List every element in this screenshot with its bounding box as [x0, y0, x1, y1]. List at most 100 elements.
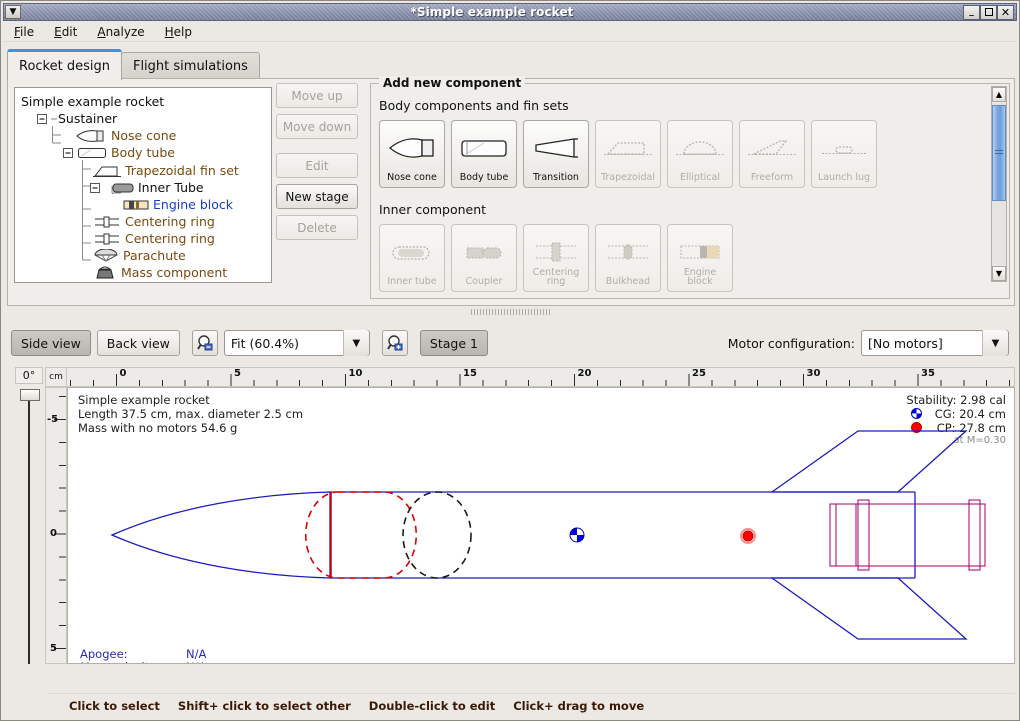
- palette-elliptical[interactable]: Elliptical: [667, 120, 733, 188]
- new-stage-button[interactable]: New stage: [276, 184, 358, 209]
- palette-nose-cone[interactable]: Nose cone: [379, 120, 445, 188]
- component-tree[interactable]: Simple example rocket Sustainer Nose con…: [14, 87, 272, 283]
- palette-trapezoidal-label: Trapezoidal: [601, 172, 655, 184]
- apogee-value: N/A: [186, 647, 207, 661]
- back-view-button[interactable]: Back view: [96, 330, 180, 356]
- max-velocity-label: Max. velocity:: [80, 660, 159, 663]
- split-pane-divider[interactable]: [471, 309, 551, 315]
- cp-marker-icon: [911, 422, 922, 433]
- figure-toolbar: Side view Back view Fit (60.4%) ▼: [11, 330, 488, 356]
- body-component-palette: Nose cone Body tube: [379, 120, 877, 188]
- figure-info-line-2: Length 37.5 cm, max. diameter 2.5 cm: [78, 407, 304, 421]
- menu-analyze[interactable]: Analyze: [97, 24, 145, 39]
- tab-flight-simulations[interactable]: Flight simulations: [120, 52, 260, 80]
- palette-engine-block-label-2: block: [687, 276, 713, 288]
- move-down-button[interactable]: Move down: [276, 114, 358, 139]
- launch-lug-icon: [812, 129, 876, 167]
- tree-node-inner-tube[interactable]: Inner Tube: [90, 179, 204, 195]
- zoom-in-button[interactable]: [381, 330, 408, 356]
- move-up-button[interactable]: Move up: [276, 83, 358, 108]
- tree-node-nose-cone[interactable]: Nose cone: [75, 127, 176, 143]
- max-velocity-value: N/A: [186, 660, 206, 663]
- tree-node-trapezoidal-fin-set[interactable]: Trapezoidal fin set: [93, 162, 239, 178]
- tree-node-centering-ring-2[interactable]: Centering ring: [93, 230, 215, 246]
- close-icon[interactable]: ✕: [997, 4, 1014, 20]
- rotation-slider-thumb[interactable]: [20, 389, 40, 401]
- expander-minus-icon[interactable]: [37, 113, 47, 124]
- chevron-down-icon[interactable]: ▼: [342, 330, 369, 356]
- palette-body-tube-label: Body tube: [459, 172, 509, 184]
- tree-label-engine-block: Engine block: [153, 197, 233, 212]
- tree-root-label: Simple example rocket: [21, 94, 165, 109]
- palette-trapezoidal[interactable]: Trapezoidal: [595, 120, 661, 188]
- scroll-down-icon[interactable]: ▼: [992, 266, 1006, 281]
- menu-bar: File Edit Analyze Help: [3, 22, 1017, 42]
- scroll-up-icon[interactable]: ▲: [992, 87, 1006, 102]
- status-bar: Click to select Shift+ click to select o…: [47, 693, 1015, 717]
- palette-coupler[interactable]: Coupler: [451, 224, 517, 292]
- scrollbar-thumb[interactable]: [992, 105, 1006, 201]
- zoom-level-combo[interactable]: Fit (60.4%) ▼: [223, 330, 370, 356]
- palette-transition[interactable]: Transition: [523, 120, 589, 188]
- maximize-icon[interactable]: [980, 4, 997, 20]
- tab-rocket-design-label: Rocket design: [19, 58, 110, 74]
- palette-inner-tube[interactable]: Inner tube: [379, 224, 445, 292]
- stage-icon: [51, 114, 57, 124]
- tree-node-root[interactable]: Simple example rocket: [21, 93, 164, 109]
- palette-engine-block[interactable]: Engine block: [667, 224, 733, 292]
- status-click-drag: Click+ drag to move: [513, 698, 645, 713]
- ruler-label-10: 10: [348, 368, 363, 379]
- menu-file[interactable]: File: [14, 24, 35, 39]
- move-down-label: Move down: [282, 119, 352, 134]
- palette-freeform[interactable]: Freeform: [739, 120, 805, 188]
- minimize-icon[interactable]: _: [963, 4, 980, 20]
- chevron-down-icon[interactable]: ▼: [982, 330, 1008, 356]
- palette-launch-lug[interactable]: Launch lug: [811, 120, 877, 188]
- coupler-icon: [452, 233, 516, 271]
- tree-node-parachute[interactable]: Parachute: [93, 247, 186, 263]
- palette-bulkhead-label: Bulkhead: [605, 276, 651, 288]
- rotation-slider-track[interactable]: [28, 397, 30, 664]
- motor-configuration-combo[interactable]: [No motors] ▼: [861, 330, 1009, 356]
- tab-rocket-design[interactable]: Rocket design: [7, 49, 122, 80]
- menu-edit[interactable]: Edit: [54, 24, 78, 39]
- palette-body-tube[interactable]: Body tube: [451, 120, 517, 188]
- component-panel-scrollbar[interactable]: ▲ ▼: [991, 86, 1007, 282]
- scrollbar-track[interactable]: [992, 103, 1006, 265]
- expander-minus-icon[interactable]: [90, 182, 100, 193]
- edit-button[interactable]: Edit: [276, 153, 358, 178]
- stage-1-button[interactable]: Stage 1: [419, 330, 488, 356]
- trapezoidal-icon: [596, 129, 660, 167]
- palette-nose-cone-label: Nose cone: [387, 172, 437, 184]
- palette-centering-ring-label-1: Centering: [532, 267, 580, 279]
- rotation-angle-label: 0°: [15, 367, 43, 384]
- window-menu-icon[interactable]: ▼: [5, 5, 21, 19]
- tree-node-engine-block[interactable]: Engine block: [123, 196, 233, 212]
- palette-centering-ring[interactable]: Centering ring: [523, 224, 589, 292]
- stability-value: Stability: 2.98 cal: [906, 393, 1006, 407]
- scrollbar-grip-icon: [995, 150, 1003, 156]
- menu-help[interactable]: Help: [164, 24, 193, 39]
- rocket-drawing[interactable]: [68, 388, 1015, 664]
- ruler-label-30: 30: [806, 368, 821, 379]
- zoom-out-button[interactable]: [191, 330, 218, 356]
- rocket-figure-canvas[interactable]: Simple example rocket Length 37.5 cm, ma…: [67, 387, 1015, 664]
- rotation-slider[interactable]: [15, 389, 43, 664]
- palette-bulkhead[interactable]: Bulkhead: [595, 224, 661, 292]
- delete-button[interactable]: Delete: [276, 215, 358, 240]
- figure-info-line-1: Simple example rocket: [78, 393, 210, 407]
- tree-node-sustainer[interactable]: Sustainer: [37, 110, 117, 126]
- side-view-button[interactable]: Side view: [11, 330, 91, 356]
- tree-node-body-tube[interactable]: Body tube: [63, 144, 175, 160]
- tree-node-centering-ring-1[interactable]: Centering ring: [93, 213, 215, 229]
- tab-strip: Rocket design Flight simulations: [7, 48, 260, 80]
- side-view-label: Side view: [21, 335, 81, 351]
- tree-label-sustainer: Sustainer: [58, 111, 118, 126]
- status-shift-click: Shift+ click to select other: [177, 698, 351, 713]
- inner-section-label: Inner component: [379, 202, 487, 217]
- expander-minus-icon[interactable]: [63, 147, 73, 158]
- edit-label: Edit: [305, 158, 329, 173]
- tree-node-mass-component[interactable]: Mass component: [93, 264, 227, 280]
- palette-launch-lug-label: Launch lug: [817, 172, 871, 184]
